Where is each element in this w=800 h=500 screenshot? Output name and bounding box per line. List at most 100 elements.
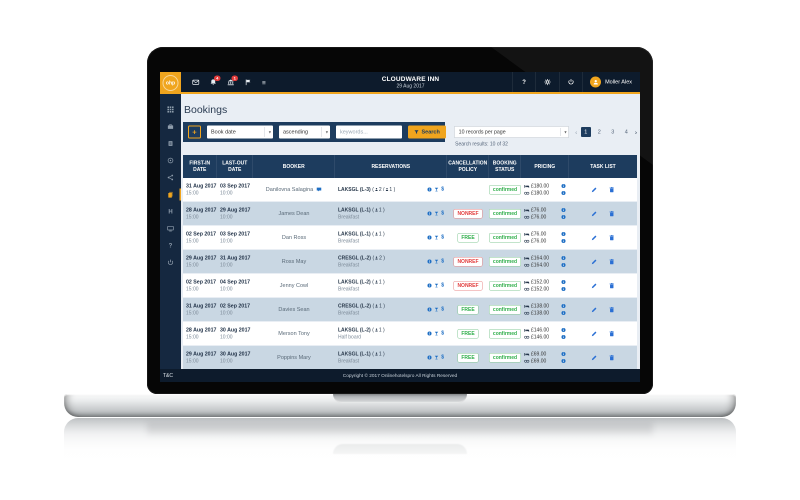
menu-icon[interactable]: ≡ xyxy=(262,78,266,87)
help-button[interactable]: ? xyxy=(512,72,536,92)
booking-row[interactable]: 28 Aug 2017 15:00 29 Aug 2017 10:00 James De… xyxy=(183,202,637,226)
sidebar-item-monitor[interactable] xyxy=(160,220,181,237)
comment-icon[interactable] xyxy=(316,187,322,193)
info-icon[interactable] xyxy=(561,231,566,237)
envelope-icon[interactable] xyxy=(192,78,200,86)
info-icon[interactable] xyxy=(427,307,432,312)
booking-row[interactable]: 31 Aug 2017 15:00 03 Sep 2017 10:00 Danilovn… xyxy=(183,178,637,202)
sidebar-item-disc[interactable] xyxy=(160,152,181,169)
bell-icon[interactable]: 4 xyxy=(210,75,221,86)
info-icon[interactable] xyxy=(427,187,432,192)
drink-icon[interactable] xyxy=(434,355,439,360)
edit-pencil-icon[interactable] xyxy=(591,330,598,337)
edit-pencil-icon[interactable] xyxy=(591,234,598,241)
info-icon[interactable] xyxy=(427,331,432,336)
edit-pencil-icon[interactable] xyxy=(591,186,598,193)
app-logo[interactable]: ohp xyxy=(160,72,181,94)
booking-row[interactable]: 29 Aug 2017 15:00 31 Aug 2017 10:00 Ross May… xyxy=(183,250,637,274)
drink-icon[interactable] xyxy=(434,283,439,288)
info-icon[interactable] xyxy=(427,355,432,360)
sidebar-item-hotel[interactable]: H xyxy=(168,208,173,215)
page-prev-button[interactable]: ‹ xyxy=(575,128,578,136)
dollar-icon[interactable]: $ xyxy=(441,282,444,288)
delete-trash-icon[interactable] xyxy=(609,330,616,337)
sort-direction-select[interactable]: ascending xyxy=(279,125,330,139)
info-icon[interactable] xyxy=(561,358,566,364)
info-icon[interactable] xyxy=(561,351,566,357)
delete-trash-icon[interactable] xyxy=(609,258,616,265)
sort-field-select[interactable]: Book date xyxy=(207,125,273,139)
sidebar-item-share[interactable] xyxy=(160,169,181,186)
page-number-3[interactable]: 3 xyxy=(611,129,615,135)
dollar-icon[interactable]: $ xyxy=(441,234,444,240)
bank-icon[interactable]: 1 xyxy=(227,75,238,86)
sidebar-item-help[interactable]: ? xyxy=(168,242,173,249)
edit-pencil-icon[interactable] xyxy=(591,258,598,265)
dollar-icon[interactable]: $ xyxy=(441,186,444,192)
info-icon[interactable] xyxy=(561,214,566,220)
dollar-icon[interactable]: $ xyxy=(441,330,444,336)
drink-icon[interactable] xyxy=(434,259,439,264)
delete-trash-icon[interactable] xyxy=(609,354,616,361)
reservations-cell: LAKSGL (L-2) ( 1 ) Half board $ xyxy=(335,322,447,345)
search-button[interactable]: Search xyxy=(408,125,446,139)
keywords-input[interactable] xyxy=(336,125,402,139)
info-icon[interactable] xyxy=(561,238,566,244)
dollar-icon[interactable]: $ xyxy=(441,258,444,264)
info-icon[interactable] xyxy=(561,190,566,196)
sidebar-item-documents[interactable] xyxy=(160,186,181,203)
records-per-page-select[interactable]: 10 records per page xyxy=(454,126,570,138)
page-number-1[interactable]: 1 xyxy=(580,127,591,137)
info-icon[interactable] xyxy=(561,327,566,333)
booking-row[interactable]: 02 Sep 2017 15:00 03 Sep 2017 10:00 Dan Ross… xyxy=(183,226,637,250)
page-number-4[interactable]: 4 xyxy=(624,129,628,135)
booking-row[interactable]: 31 Aug 2017 15:00 02 Sep 2017 10:00 Davies S… xyxy=(183,298,637,322)
edit-pencil-icon[interactable] xyxy=(591,306,598,313)
edit-pencil-icon[interactable] xyxy=(591,354,598,361)
user-menu[interactable]: Moller Alex xyxy=(582,72,640,92)
gear-button[interactable] xyxy=(535,72,560,92)
edit-pencil-icon[interactable] xyxy=(591,282,598,289)
delete-trash-icon[interactable] xyxy=(609,234,616,241)
drink-icon[interactable] xyxy=(434,331,439,336)
info-icon[interactable] xyxy=(561,310,566,316)
drink-icon[interactable] xyxy=(434,307,439,312)
booking-row[interactable]: 29 Aug 2017 15:00 30 Aug 2017 10:00 Poppins … xyxy=(183,346,637,370)
flag-icon[interactable] xyxy=(245,78,253,86)
info-icon[interactable] xyxy=(427,235,432,240)
sidebar-item-grid[interactable] xyxy=(160,101,181,118)
dollar-icon[interactable]: $ xyxy=(441,210,444,216)
booking-row[interactable]: 02 Sep 2017 15:00 04 Sep 2017 10:00 Jenny Co… xyxy=(183,274,637,298)
page-next-button[interactable]: › xyxy=(634,128,637,136)
dollar-icon[interactable]: $ xyxy=(441,354,444,360)
booking-row[interactable]: 28 Aug 2017 15:00 30 Aug 2017 10:00 Merson T… xyxy=(183,322,637,346)
delete-trash-icon[interactable] xyxy=(609,186,616,193)
info-icon[interactable] xyxy=(561,255,566,261)
delete-trash-icon[interactable] xyxy=(609,282,616,289)
info-icon[interactable] xyxy=(561,279,566,285)
info-icon[interactable] xyxy=(427,211,432,216)
sidebar-item-briefcase[interactable] xyxy=(160,118,181,135)
drink-icon[interactable] xyxy=(434,235,439,240)
info-icon[interactable] xyxy=(561,207,566,213)
terms-link[interactable]: T&C xyxy=(163,372,173,379)
add-booking-button[interactable]: + xyxy=(188,125,201,139)
info-icon[interactable] xyxy=(561,334,566,340)
info-icon[interactable] xyxy=(561,303,566,309)
delete-trash-icon[interactable] xyxy=(609,210,616,217)
info-icon[interactable] xyxy=(427,283,432,288)
sidebar-item-ledger[interactable] xyxy=(160,135,181,152)
sidebar-item-power[interactable] xyxy=(160,254,181,271)
info-icon[interactable] xyxy=(561,286,566,292)
drink-icon[interactable] xyxy=(434,211,439,216)
delete-trash-icon[interactable] xyxy=(609,306,616,313)
edit-pencil-icon[interactable] xyxy=(591,210,598,217)
drink-icon[interactable] xyxy=(434,187,439,192)
first-in-cell: 28 Aug 2017 15:00 xyxy=(186,327,217,340)
info-icon[interactable] xyxy=(561,262,566,268)
info-icon[interactable] xyxy=(561,183,566,189)
dollar-icon[interactable]: $ xyxy=(441,306,444,312)
info-icon[interactable] xyxy=(427,259,432,264)
page-number-2[interactable]: 2 xyxy=(597,129,601,135)
power-button[interactable] xyxy=(559,72,583,92)
